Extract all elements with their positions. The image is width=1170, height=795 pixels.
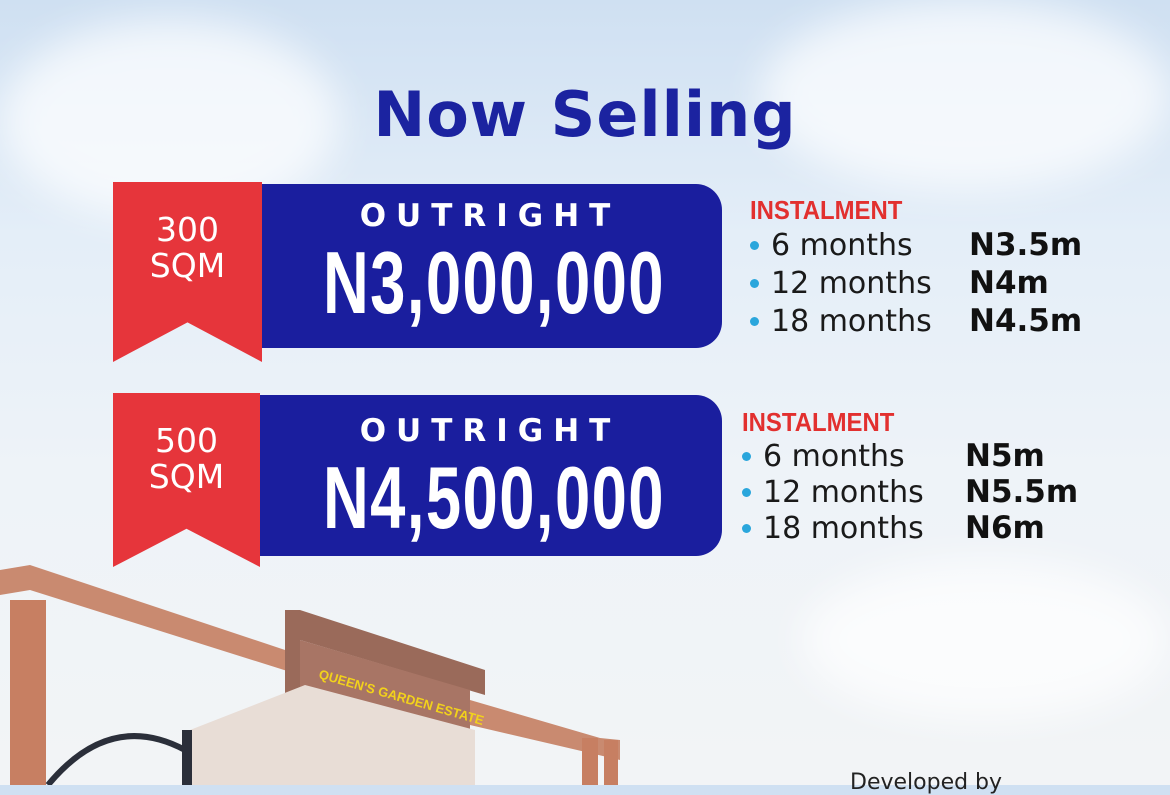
instalment-label: INSTALMENT	[750, 195, 903, 225]
instalment-row: 18 months N6m	[742, 510, 1078, 546]
plan-price: N4m	[969, 265, 1049, 301]
gate-wall	[190, 685, 475, 785]
plan-price: N3.5m	[969, 227, 1083, 263]
plot-size-ribbon: 300 SQM	[113, 182, 262, 362]
cloud	[800, 560, 1170, 720]
outright-price-box: OUTRIGHT N4,500,000	[258, 395, 722, 556]
bullet-icon	[750, 278, 759, 288]
plan-price: N5m	[965, 438, 1045, 474]
gate-pillar	[10, 600, 46, 785]
plot-unit: SQM	[149, 246, 226, 285]
gate-tower-cap	[285, 610, 485, 740]
duration: 18 months	[763, 510, 924, 546]
bullet-icon	[742, 523, 751, 533]
bullet-icon	[750, 316, 759, 326]
bullet-icon	[750, 240, 759, 250]
plot-size-ribbon: 500 SQM	[113, 393, 260, 567]
instalment-row: 18 months N4.5m	[750, 302, 1082, 340]
plan-price: N6m	[965, 510, 1045, 546]
duration: 12 months	[763, 474, 924, 510]
plot-unit: SQM	[148, 457, 225, 496]
outright-label: OUTRIGHT	[359, 413, 621, 449]
gate-beam	[0, 565, 300, 675]
duration: 18 months	[771, 303, 932, 339]
instalment-row: 12 months N4m	[750, 264, 1082, 302]
gate-pillar	[582, 738, 598, 785]
instalment-list: INSTALMENT 6 months N3.5m 12 months N4m 18…	[750, 195, 1082, 340]
plan-price: N5.5m	[965, 474, 1079, 510]
outright-price: N3,000,000	[322, 233, 665, 332]
instalment-row: 6 months N5m	[742, 438, 1078, 474]
duration: 6 months	[771, 227, 913, 263]
developer-label: Developed by	[850, 770, 1003, 795]
plan-price: N4.5m	[969, 303, 1083, 339]
iron-gate	[45, 733, 188, 785]
duration: 6 months	[763, 438, 905, 474]
instalment-row: 12 months N5.5m	[742, 474, 1078, 510]
outright-price-box: OUTRIGHT N3,000,000	[258, 184, 722, 348]
bullet-icon	[742, 451, 751, 461]
instalment-label: INSTALMENT	[742, 407, 895, 437]
plot-size: 500	[155, 421, 218, 460]
outright-label: OUTRIGHT	[359, 198, 621, 234]
cloud	[760, 0, 1170, 190]
instalment-row: 6 months N3.5m	[750, 226, 1082, 264]
outright-price: N4,500,000	[322, 448, 665, 547]
estate-gate-photo: QUEEN'S GARDEN ESTATE	[0, 565, 620, 785]
plot-size: 300	[156, 210, 219, 249]
gate-pillar	[604, 740, 618, 785]
duration: 12 months	[771, 265, 932, 301]
headline: Now Selling	[373, 78, 797, 151]
instalment-list: INSTALMENT 6 months N5m 12 months N5.5m 18…	[742, 407, 1078, 546]
bullet-icon	[742, 487, 751, 497]
iron-gate-post	[182, 730, 192, 785]
